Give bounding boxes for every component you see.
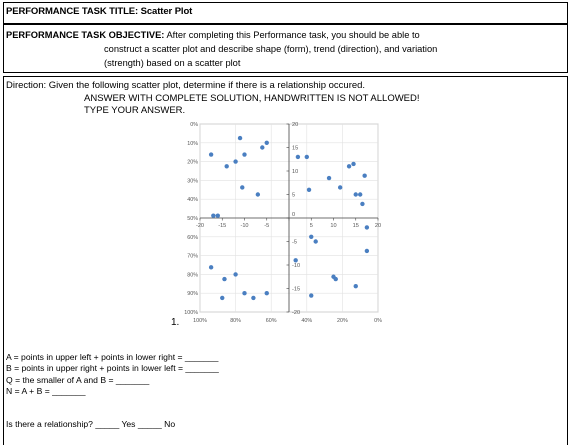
scatter-point bbox=[358, 192, 363, 197]
scatter-point bbox=[222, 276, 227, 282]
title-box bbox=[3, 2, 568, 24]
scatter-point bbox=[240, 185, 245, 190]
objective-box bbox=[3, 24, 568, 73]
direction-line-2: ANSWER WITH COMPLETE SOLUTION, HANDWRITT… bbox=[84, 92, 420, 104]
scatter-point bbox=[362, 173, 367, 178]
y-tick-label: 10 bbox=[292, 169, 298, 175]
y-tick-label: 20 bbox=[292, 122, 298, 128]
objective-line-3: (strength) based on a scatter plot bbox=[104, 58, 241, 68]
left-percent-label: 30% bbox=[187, 178, 198, 184]
scatter-point bbox=[215, 213, 220, 218]
left-percent-label: 40% bbox=[187, 197, 198, 203]
left-percent-label: 70% bbox=[187, 254, 198, 260]
scatter-point bbox=[353, 283, 358, 289]
bottom-percent-label: 20% bbox=[337, 318, 348, 324]
scatter-point bbox=[353, 192, 358, 197]
y-tick-label: -15 bbox=[292, 287, 300, 293]
direction-line-1: Direction: Given the following scatter p… bbox=[6, 80, 366, 91]
scatter-point bbox=[224, 164, 229, 169]
x-tick-label: -10 bbox=[240, 223, 248, 229]
scatter-point bbox=[255, 192, 261, 197]
scatter-point bbox=[326, 175, 332, 181]
item-number: 1. bbox=[171, 317, 180, 328]
left-percent-label: 90% bbox=[187, 291, 198, 297]
x-tick-label: 5 bbox=[310, 223, 313, 229]
scatter-plot: -20 -15 -10 -5 5 10 15 20 20 15 10 5 -5 -10 -15 -20 0 0% 1… bbox=[184, 122, 382, 324]
scatter-point bbox=[306, 187, 312, 192]
question-a: A = points in upper left + points in low… bbox=[6, 352, 219, 362]
x-tick-label: 20 bbox=[375, 223, 381, 229]
scatter-point bbox=[293, 258, 298, 263]
x-tick-label: -15 bbox=[218, 223, 226, 229]
left-percent-label: 50% bbox=[187, 216, 198, 222]
scatter-point bbox=[346, 164, 352, 169]
y-tick-label: -5 bbox=[292, 240, 297, 246]
scatter-point bbox=[309, 293, 314, 298]
objective-line-2: construct a scatter plot and describe sh… bbox=[104, 44, 438, 54]
task-objective: PERFORMANCE TASK OBJECTIVE: After comple… bbox=[6, 28, 561, 70]
scatter-point bbox=[237, 135, 243, 141]
bottom-percent-label: 60% bbox=[266, 318, 277, 324]
left-percent-label: 20% bbox=[187, 160, 198, 166]
y-tick-label: -20 bbox=[292, 310, 300, 316]
scatter-point bbox=[260, 145, 265, 150]
scatter-point bbox=[242, 152, 247, 157]
question-b: B = points in upper right + points in lo… bbox=[6, 363, 219, 374]
direction-text: Direction: Given the following scatter p… bbox=[6, 80, 420, 118]
question-n: N = A + B = _______ bbox=[6, 385, 86, 396]
bottom-percent-label: 100% bbox=[193, 318, 207, 324]
bottom-percent-label: 40% bbox=[301, 318, 312, 324]
left-percent-label: 100% bbox=[184, 310, 198, 316]
x-tick-label: -5 bbox=[264, 223, 269, 229]
x-tick-label: 15 bbox=[353, 223, 359, 229]
scatter-point bbox=[333, 276, 338, 282]
direction-line-3: TYPE YOUR ANSWER. bbox=[84, 105, 186, 116]
scatter-point bbox=[208, 265, 214, 270]
scatter-point bbox=[220, 295, 225, 301]
scatter-point bbox=[242, 291, 247, 296]
x-tick-label: 10 bbox=[330, 223, 336, 229]
bottom-percent-label: 0% bbox=[374, 318, 382, 324]
scatter-point bbox=[360, 201, 365, 207]
scatter-point bbox=[208, 152, 214, 157]
y-tick-label: 5 bbox=[292, 193, 295, 199]
scatter-point bbox=[309, 234, 314, 239]
left-percent-label: 60% bbox=[187, 235, 198, 241]
left-percent-label: 10% bbox=[187, 141, 198, 147]
scatter-point bbox=[295, 154, 301, 160]
x-tick-label: -20 bbox=[196, 223, 204, 229]
objective-label: PERFORMANCE TASK OBJECTIVE: bbox=[6, 30, 165, 40]
question-q: Q = the smaller of A and B = _______ bbox=[6, 374, 150, 385]
direction-box bbox=[3, 76, 568, 445]
scatter-point bbox=[313, 239, 318, 244]
question-list: A = points in upper left + points in low… bbox=[6, 352, 219, 397]
scatter-point bbox=[351, 161, 356, 167]
y-tick-label: 15 bbox=[292, 146, 298, 152]
scatter-point bbox=[233, 272, 238, 277]
origin-label: 0 bbox=[292, 212, 295, 218]
task-title: PERFORMANCE TASK TITLE: Scatter Plot bbox=[6, 6, 193, 17]
scatter-point bbox=[233, 159, 238, 164]
relationship-question: Is there a relationship? _____ Yes _____… bbox=[6, 419, 176, 429]
scatter-point bbox=[337, 185, 343, 190]
scatter-point bbox=[364, 225, 370, 230]
objective-line-1: After completing this Performance task, … bbox=[166, 30, 420, 40]
scatter-point bbox=[264, 291, 269, 296]
scatter-point bbox=[304, 154, 309, 160]
scatter-point bbox=[211, 213, 216, 218]
bottom-percent-label: 80% bbox=[230, 318, 241, 324]
left-percent-label: 0% bbox=[190, 122, 198, 128]
y-tick-label: -10 bbox=[292, 263, 300, 269]
left-percent-label: 80% bbox=[187, 272, 198, 278]
scatter-point bbox=[364, 248, 370, 254]
scatter-point bbox=[264, 140, 269, 145]
scatter-point bbox=[251, 295, 256, 301]
